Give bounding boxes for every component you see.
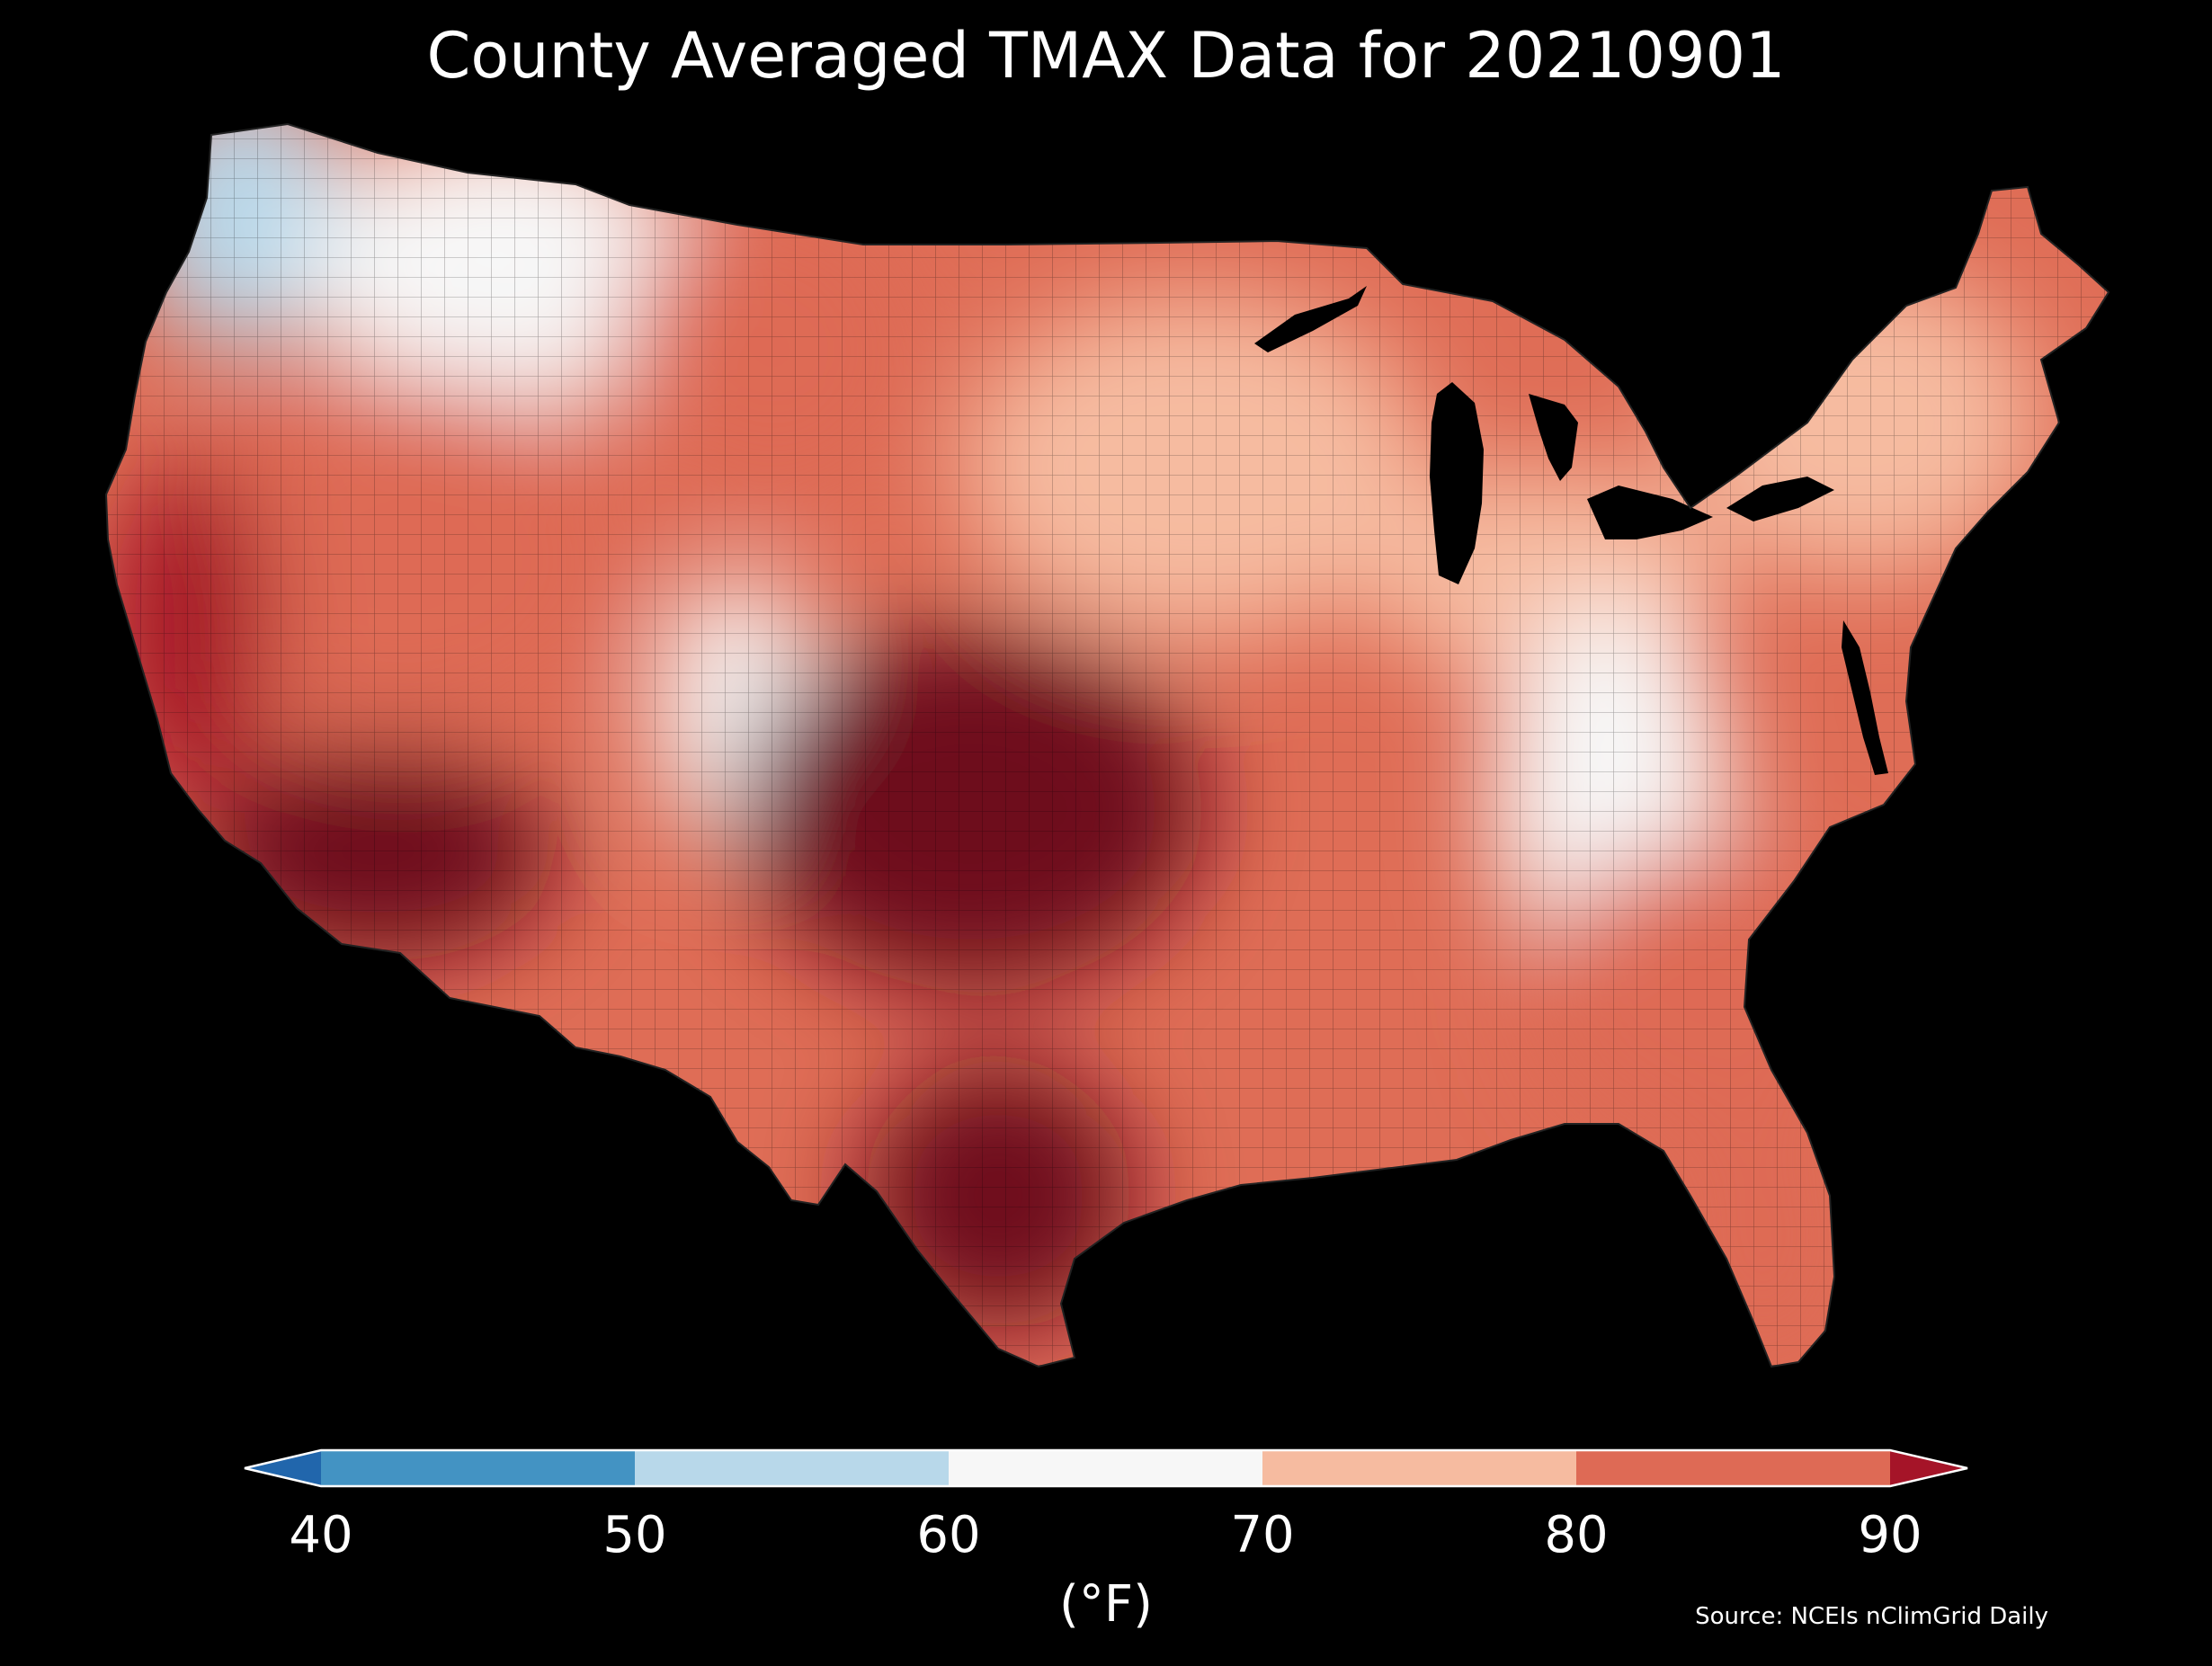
colorbar-tick-label: 40 [289, 1506, 353, 1564]
colorbar-bin-70-80 [1262, 1450, 1576, 1486]
colorbar-extend-low [245, 1450, 321, 1486]
chesapeake-bay [1842, 620, 1888, 775]
colorbar-extend-high [1890, 1450, 1967, 1486]
colorbar-tick-label: 50 [602, 1506, 667, 1564]
colorbar-tick-label: 80 [1544, 1506, 1609, 1564]
colorbar-outline [244, 1448, 1968, 1488]
great-lakes [1254, 286, 1834, 584]
colorbar-bin-60-70 [949, 1450, 1262, 1486]
colorbar-tick-label: 90 [1858, 1506, 1922, 1564]
colorbar-tick-label: 60 [916, 1506, 981, 1564]
us-outline [104, 122, 2110, 1368]
colorbar-bin-40-50 [321, 1450, 635, 1486]
source-credit: Source: NCEIs nClimGrid Daily [1695, 1603, 2048, 1630]
colorbar-units: (°F) [1059, 1575, 1153, 1634]
map-title: County Averaged TMAX Data for 20210901 [426, 19, 1786, 93]
colorbar-tick-label: 70 [1230, 1506, 1295, 1564]
colorbar-bin-80-90 [1576, 1450, 1890, 1486]
colorbar-bin-50-60 [635, 1450, 949, 1486]
